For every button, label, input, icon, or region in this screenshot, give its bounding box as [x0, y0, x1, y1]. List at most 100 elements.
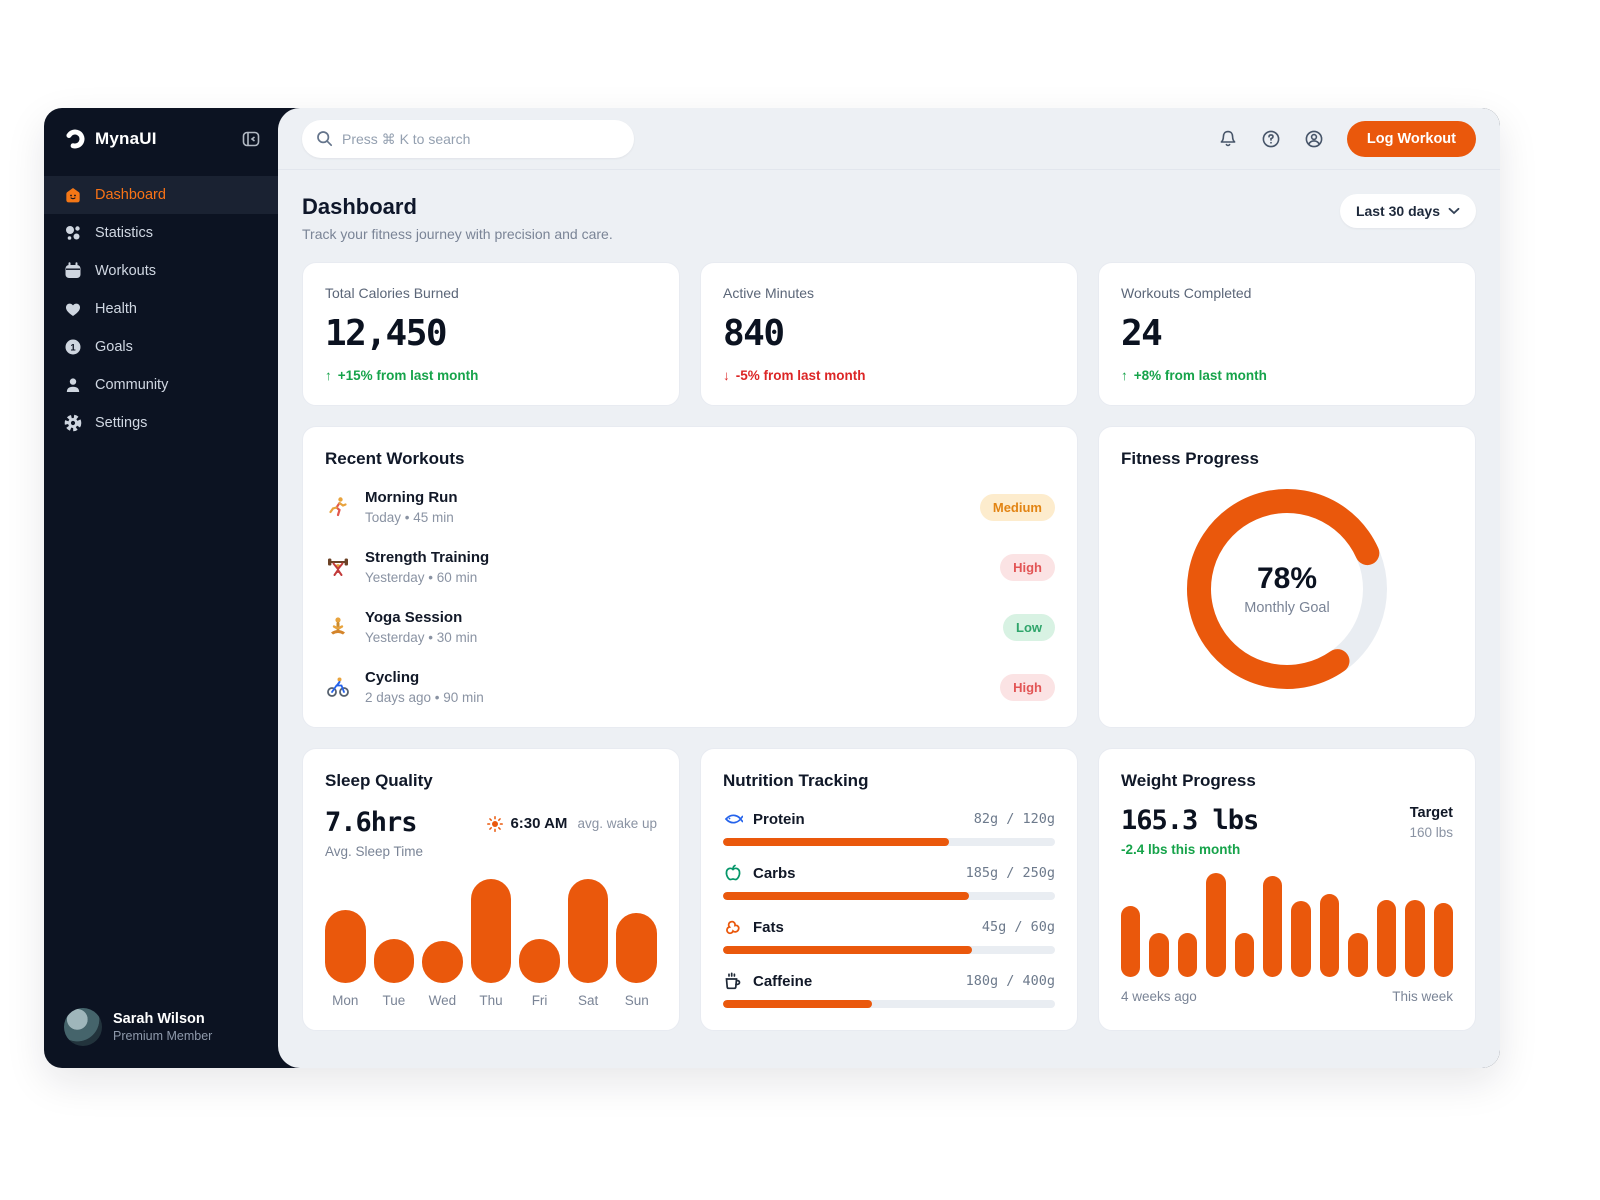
nutrient-name: Fats [753, 918, 784, 936]
nutrient-values: 180g / 400g [965, 973, 1055, 989]
sleep-bars [325, 879, 657, 983]
weight-bar [1263, 876, 1283, 977]
date-range-dropdown[interactable]: Last 30 days [1339, 194, 1476, 228]
app-window: MynaUI Dashboard Statistics [44, 108, 1500, 1068]
sidebar-item-dashboard[interactable]: Dashboard [44, 176, 278, 214]
sidebar-item-goals[interactable]: 1 Goals [44, 328, 278, 366]
workout-row-cycling[interactable]: Cycling 2 days ago • 90 min High [325, 669, 1055, 705]
topbar: Log Workout [278, 108, 1500, 170]
progress-track [723, 892, 1055, 900]
sidebar-item-label: Settings [95, 415, 148, 431]
progress-fill [723, 1000, 873, 1008]
apple-icon [723, 863, 743, 883]
weight-bar [1291, 901, 1311, 977]
nutrient-name: Protein [753, 810, 805, 828]
account-icon[interactable] [1304, 129, 1324, 149]
stat-change: ↓ -5% from last month [723, 368, 866, 383]
weight-bar [1149, 933, 1169, 977]
progress-track [723, 946, 1055, 954]
weight-axis-right: This week [1392, 989, 1453, 1004]
workout-row-yoga-session[interactable]: Yoga Session Yesterday • 30 min Low [325, 609, 1055, 645]
nutrient-values: 82g / 120g [973, 811, 1055, 827]
card-title: Sleep Quality [325, 771, 433, 790]
weight-bar [1319, 893, 1340, 977]
nutrition-row-protein: Protein 82g / 120g [723, 809, 1055, 846]
sidebar-item-statistics[interactable]: Statistics [44, 214, 278, 252]
sidebar-item-label: Community [95, 377, 169, 393]
progress-track [723, 838, 1055, 846]
weight-axis-left: 4 weeks ago [1121, 989, 1197, 1004]
sleep-bar [616, 913, 657, 983]
sidebar-item-workouts[interactable]: Workouts [44, 252, 278, 290]
sleep-quality-card: Sleep Quality 7.6hrs Avg. Sleep Time 6:3… [302, 748, 680, 1031]
sidebar-item-community[interactable]: Community [44, 366, 278, 404]
workout-meta: 2 days ago • 90 min [365, 690, 484, 705]
sidebar-item-label: Health [95, 301, 137, 317]
brand-name: MynaUI [95, 129, 157, 148]
avatar [64, 1008, 102, 1046]
log-workout-button[interactable]: Log Workout [1346, 120, 1476, 157]
sidebar: MynaUI Dashboard Statistics [44, 108, 278, 1068]
coffee-icon [723, 971, 743, 991]
monthly-goal-donut: 78% Monthly Goal [1121, 483, 1453, 695]
nutrient-values: 185g / 250g [965, 865, 1055, 881]
sleep-bar [470, 879, 512, 983]
day-label: Wed [428, 993, 457, 1008]
recent-workouts-card: Recent Workouts Morning Run Today • 45 m… [302, 426, 1078, 728]
weight-bar [1206, 873, 1226, 977]
nutrient-name: Carbs [753, 864, 796, 882]
day-label: Thu [479, 993, 503, 1008]
target-label: Target [1409, 805, 1453, 821]
search-box[interactable] [302, 119, 634, 158]
gear-icon [64, 414, 82, 432]
sidebar-collapse-icon[interactable] [242, 130, 260, 148]
goal-percent: 78% [1256, 562, 1318, 595]
stat-value: 24 [1121, 313, 1163, 354]
brand-logo-icon [64, 128, 86, 150]
workout-name: Cycling [365, 669, 420, 686]
sleep-day-labels: Mon Tue Wed Thu Fri Sat Sun [325, 993, 657, 1008]
card-title: Fitness Progress [1121, 449, 1259, 468]
person-icon [64, 376, 82, 394]
search-input[interactable] [342, 130, 620, 147]
intensity-badge: High [1000, 673, 1055, 701]
main-panel: Log Workout Dashboard Track your fitness… [278, 108, 1500, 1068]
workout-meta: Today • 45 min [365, 510, 454, 525]
weight-bar [1348, 933, 1368, 977]
weight-bars [1121, 873, 1453, 977]
stat-value: 12,450 [325, 313, 448, 354]
weight-bar [1376, 900, 1397, 977]
arrow-up-icon: ↑ [1121, 368, 1128, 383]
weight-bar [1177, 933, 1198, 977]
intensity-badge: Medium [979, 493, 1055, 521]
workout-name: Yoga Session [365, 609, 463, 626]
sleep-bar [567, 879, 609, 983]
topbar-actions: Log Workout [1218, 120, 1476, 157]
yoga-icon [325, 614, 351, 640]
progress-track [723, 1000, 1055, 1008]
sidebar-user[interactable]: Sarah Wilson Premium Member [44, 990, 278, 1068]
bubbles-icon [64, 224, 82, 242]
cycling-icon [325, 674, 351, 700]
stat-value: 840 [723, 313, 785, 354]
sidebar-item-label: Dashboard [95, 187, 166, 203]
day-label: Sun [624, 993, 649, 1008]
stat-card-calories: Total Calories Burned 12,450 ↑ +15% from … [302, 262, 680, 406]
weightlifting-icon [325, 554, 351, 580]
stat-label: Workouts Completed [1121, 285, 1252, 301]
bell-icon[interactable] [1218, 129, 1238, 149]
sidebar-item-settings[interactable]: Settings [44, 404, 278, 442]
running-icon [325, 494, 351, 520]
nutrition-row-carbs: Carbs 185g / 250g [723, 863, 1055, 900]
sidebar-item-label: Workouts [95, 263, 156, 279]
workout-row-strength-training[interactable]: Strength Training Yesterday • 60 min Hig… [325, 549, 1055, 585]
fish-icon [723, 809, 743, 829]
sidebar-item-health[interactable]: Health [44, 290, 278, 328]
card-title: Recent Workouts [325, 449, 465, 468]
weight-bar [1234, 933, 1255, 977]
sleep-bar [325, 910, 366, 983]
help-icon[interactable] [1261, 129, 1281, 149]
nutrient-name: Caffeine [753, 972, 813, 990]
workout-row-morning-run[interactable]: Morning Run Today • 45 min Medium [325, 489, 1055, 525]
weight-bar [1433, 903, 1453, 977]
